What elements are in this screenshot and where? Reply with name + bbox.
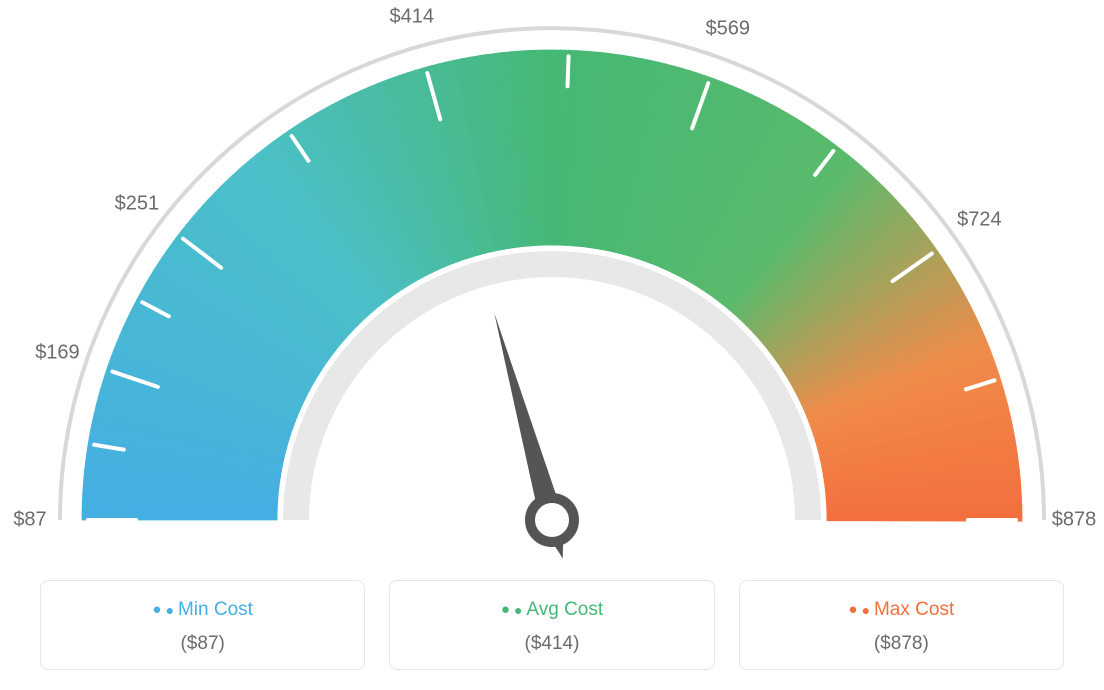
- legend-value-avg: ($414): [390, 633, 713, 655]
- gauge-tick-label: $724: [957, 209, 1002, 232]
- gauge-tick-label: $251: [115, 192, 160, 215]
- gauge-tick-label: $169: [35, 341, 80, 364]
- legend-card-max: ● Max Cost ($878): [739, 580, 1064, 670]
- legend-label-min: ● Min Cost: [41, 599, 364, 621]
- gauge-tick-label: $569: [706, 17, 751, 40]
- chart-container: $87 $169 $251 $414 $569 $724 $878 ● Min Cost (…: [0, 0, 1104, 690]
- legend-value-min: ($87): [41, 633, 364, 655]
- gauge-tick-label: $87: [13, 509, 46, 532]
- gauge-tick-label: $414: [389, 6, 434, 29]
- legend-label-avg: ● Avg Cost: [390, 599, 713, 621]
- legend-value-max: ($878): [740, 633, 1063, 655]
- legend-row: ● Min Cost ($87) ● Avg Cost ($414) ● Max…: [0, 580, 1104, 670]
- legend-label-max: ● Max Cost: [740, 599, 1063, 621]
- gauge-svg: [0, 0, 1104, 560]
- gauge-chart: $87 $169 $251 $414 $569 $724 $878: [0, 0, 1104, 560]
- gauge-tick-label: $878: [1052, 509, 1097, 532]
- legend-card-avg: ● Avg Cost ($414): [389, 580, 714, 670]
- legend-card-min: ● Min Cost ($87): [40, 580, 365, 670]
